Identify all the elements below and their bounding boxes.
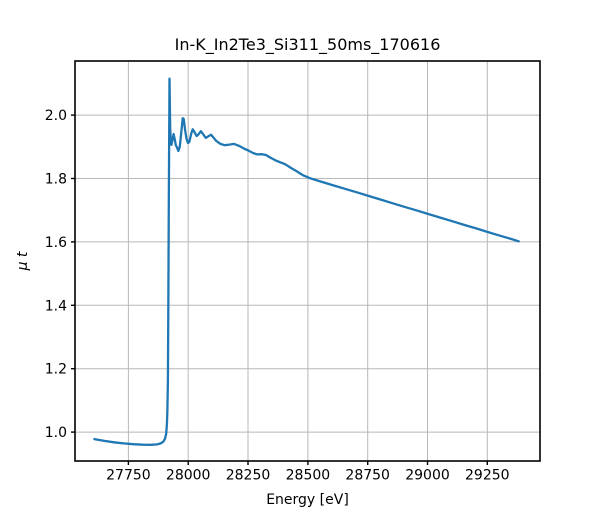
y-axis-label: μ t xyxy=(15,251,31,271)
x-tick-label: 27750 xyxy=(106,468,151,484)
x-tick-label: 28500 xyxy=(286,468,331,484)
x-tick-label: 28750 xyxy=(345,468,390,484)
tick-label-layer: 27750 28000 28250 28500 28750 29000 29250 1.0 1.… xyxy=(45,108,510,483)
x-tick-label: 28000 xyxy=(166,468,211,484)
x-axis-label: Energy [eV] xyxy=(266,492,349,508)
y-tick-label: 1.6 xyxy=(45,235,67,251)
data-line xyxy=(93,77,520,446)
y-tick-label: 1.0 xyxy=(45,425,67,441)
y-tick-label: 1.2 xyxy=(45,362,67,378)
axes-layer xyxy=(71,60,541,465)
y-tick-label: 2.0 xyxy=(45,108,67,124)
y-tick-label: 1.8 xyxy=(45,172,67,188)
chart-title: In-K_In2Te3_Si311_50ms_170616 xyxy=(175,35,441,55)
y-tick-label: 1.4 xyxy=(45,298,67,314)
x-tick-label: 29000 xyxy=(405,468,450,484)
grid-layer xyxy=(75,61,540,461)
x-tick-label: 29250 xyxy=(465,468,510,484)
x-tick-label: 28250 xyxy=(226,468,271,484)
data-layer xyxy=(93,77,520,446)
